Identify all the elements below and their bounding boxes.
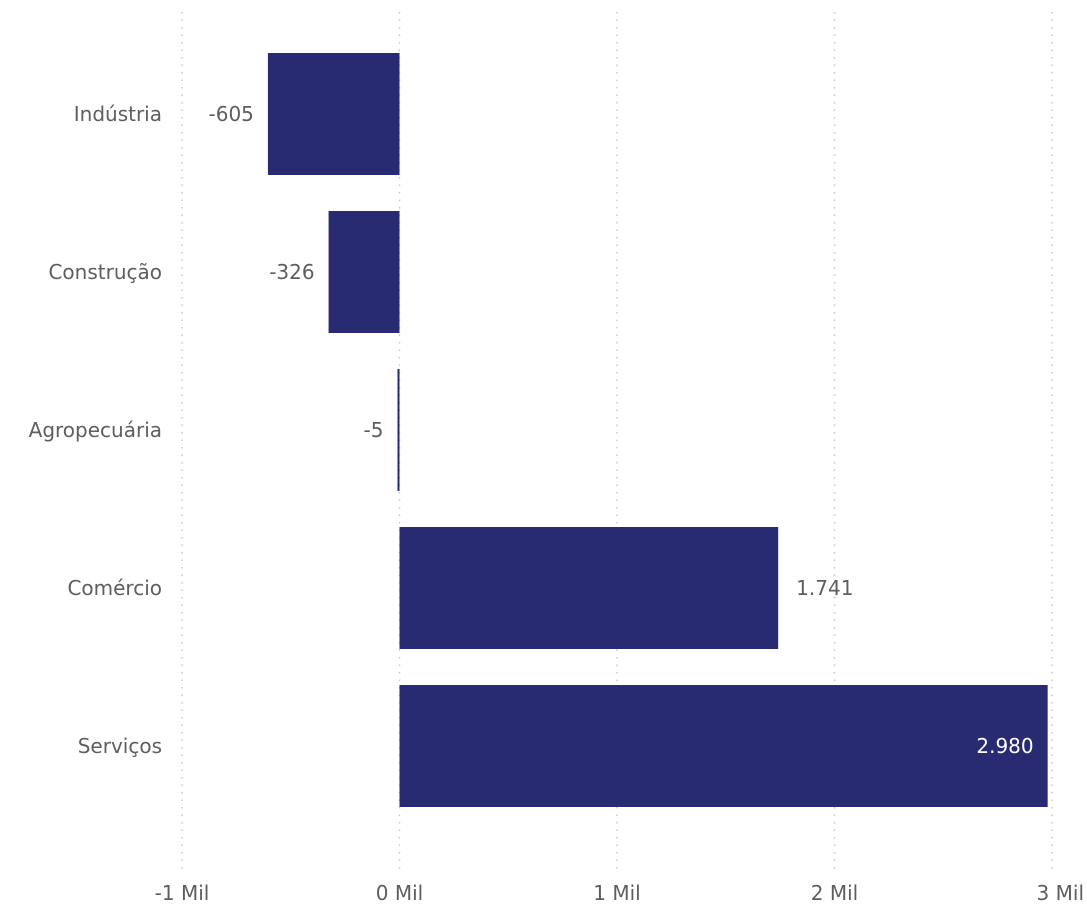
x-tick-label: 1 Mil	[593, 881, 640, 905]
category-label: Serviços	[78, 734, 162, 758]
data-label: -5	[364, 418, 384, 442]
bar[interactable]	[328, 211, 400, 333]
category-label: Agropecuária	[29, 418, 162, 442]
x-axis-tick-labels: -1 Mil 0 Mil 1 Mil 2 Mil 3 Mil	[155, 881, 1084, 905]
category-label: Construção	[48, 260, 162, 284]
bar[interactable]	[267, 53, 400, 175]
category-labels: Indústria Construção Agropecuária Comércio S…	[29, 102, 162, 758]
category-label: Indústria	[74, 102, 162, 126]
data-labels: -605 -326 -5 1.741 2.980	[209, 102, 1034, 758]
data-label: -326	[269, 260, 314, 284]
data-label: 1.741	[796, 576, 853, 600]
bars	[267, 53, 1048, 807]
bar[interactable]	[397, 369, 400, 491]
data-label: 2.980	[976, 734, 1033, 758]
x-tick-label: 2 Mil	[811, 881, 858, 905]
x-tick-label: -1 Mil	[155, 881, 210, 905]
bar[interactable]	[399, 685, 1048, 807]
bar[interactable]	[399, 527, 779, 649]
category-label: Comércio	[67, 576, 162, 600]
x-tick-label: 0 Mil	[376, 881, 423, 905]
x-tick-label: 3 Mil	[1037, 881, 1084, 905]
data-label: -605	[209, 102, 254, 126]
